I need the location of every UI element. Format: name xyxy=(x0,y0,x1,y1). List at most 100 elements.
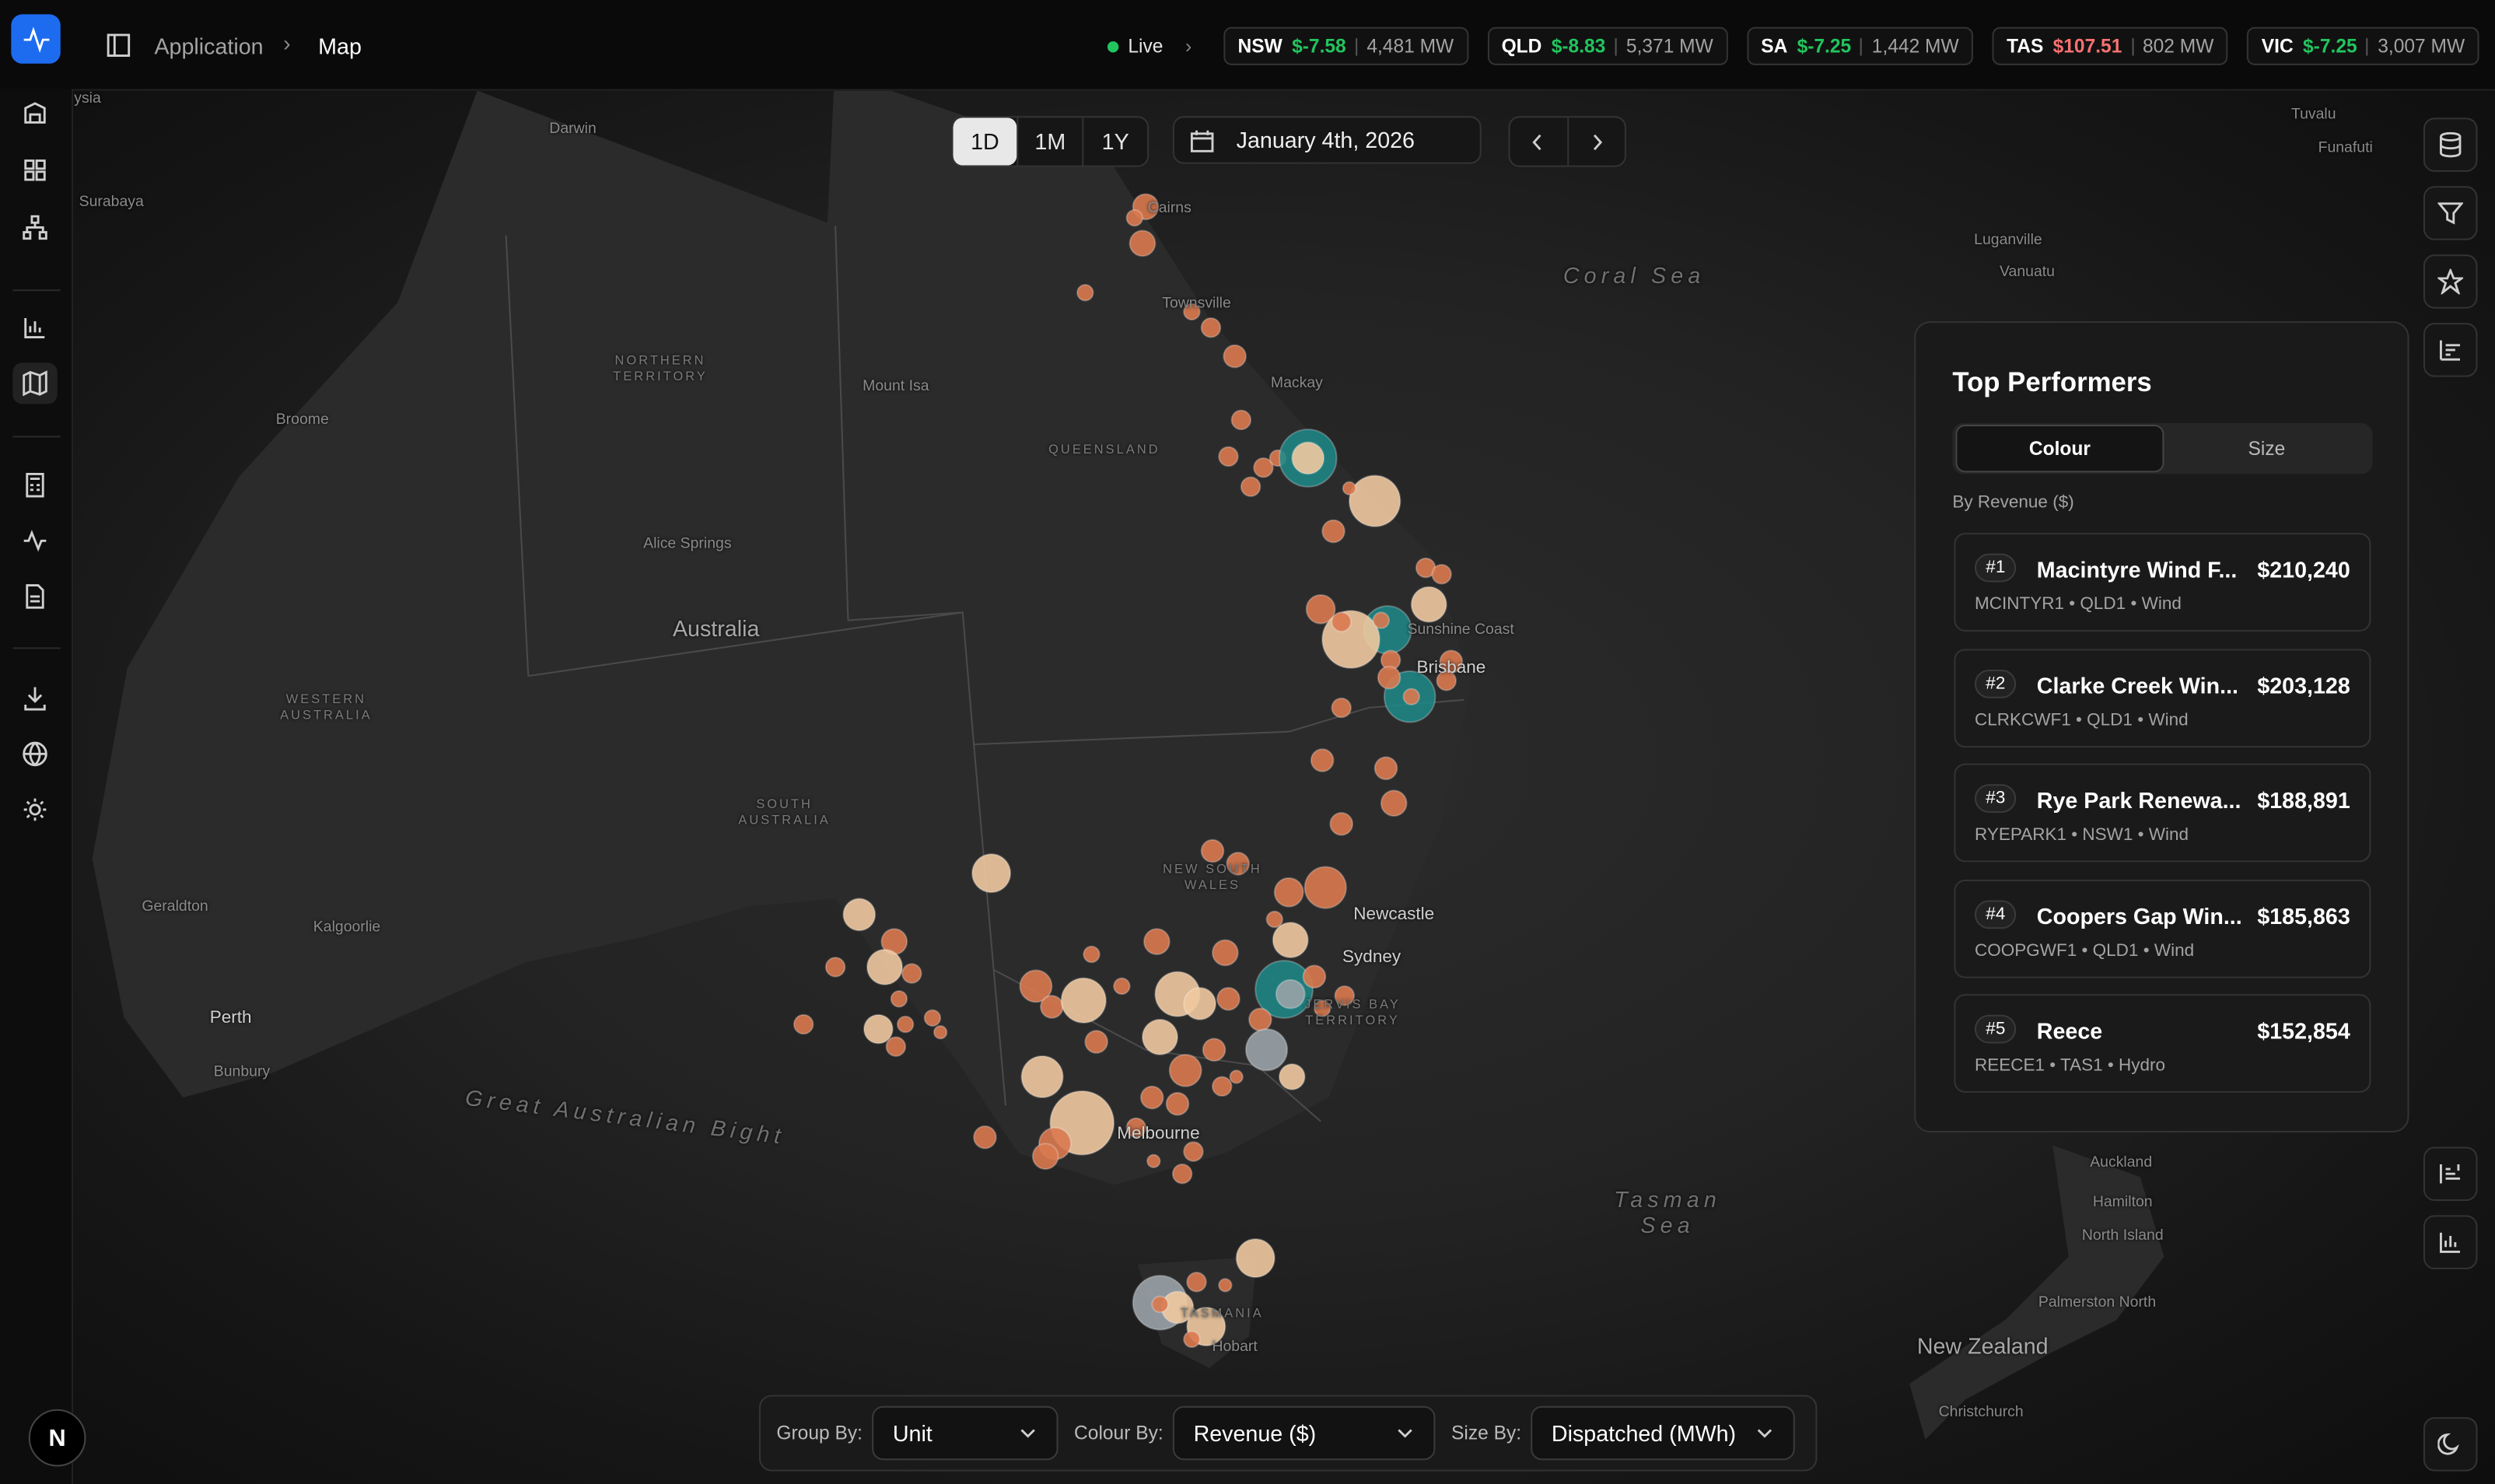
plant-bubble[interactable] xyxy=(933,1025,948,1040)
plant-bubble[interactable] xyxy=(1431,563,1452,585)
sidebar-button[interactable] xyxy=(12,149,57,191)
plant-bubble[interactable] xyxy=(1125,1117,1147,1139)
plant-bubble[interactable] xyxy=(1226,852,1251,876)
plant-bubble[interactable] xyxy=(1229,1069,1244,1084)
panel-tab[interactable]: Size xyxy=(2248,437,2286,460)
plant-bubble[interactable] xyxy=(971,853,1012,894)
live-indicator[interactable]: Live › xyxy=(1107,35,1192,58)
plant-bubble[interactable] xyxy=(1202,1038,1227,1062)
plant-bubble[interactable] xyxy=(1031,1143,1059,1171)
plant-bubble[interactable] xyxy=(1291,441,1325,475)
plant-bubble[interactable] xyxy=(1305,593,1336,625)
plant-bubble[interactable] xyxy=(1183,1141,1204,1162)
plant-bubble[interactable] xyxy=(973,1125,997,1150)
plant-bubble[interactable] xyxy=(1223,344,1247,369)
plant-bubble[interactable] xyxy=(1040,995,1064,1019)
plant-bubble[interactable] xyxy=(1334,985,1356,1006)
plant-bubble[interactable] xyxy=(1060,977,1107,1024)
sidebar-button[interactable] xyxy=(12,789,57,830)
plant-bubble[interactable] xyxy=(1183,986,1217,1020)
tool-button[interactable] xyxy=(2423,1417,2478,1472)
plant-bubble[interactable] xyxy=(1230,409,1252,431)
select[interactable]: Revenue ($) xyxy=(1172,1405,1436,1461)
nav-button[interactable] xyxy=(1566,117,1625,166)
region-pill[interactable]: TAS $107.51 802 MW xyxy=(1992,26,2228,65)
plant-bubble[interactable] xyxy=(1139,1085,1164,1110)
range-button[interactable]: 1M xyxy=(1017,117,1082,166)
plant-bubble[interactable] xyxy=(885,1036,907,1057)
plant-bubble[interactable] xyxy=(863,1013,894,1045)
plant-bubble[interactable] xyxy=(824,957,846,978)
performer-card[interactable]: #3 Rye Park Renewa... $188,891 RYEPARK1 • N… xyxy=(1954,763,2371,863)
plant-bubble[interactable] xyxy=(1168,1053,1202,1087)
plant-bubble[interactable] xyxy=(1146,1153,1161,1169)
plant-bubble[interactable] xyxy=(1165,1091,1190,1116)
plant-bubble[interactable] xyxy=(1377,665,1401,690)
select[interactable]: Unit xyxy=(872,1405,1059,1461)
plant-bubble[interactable] xyxy=(1321,519,1345,544)
plant-bubble[interactable] xyxy=(1200,838,1225,863)
tool-button[interactable] xyxy=(2423,117,2478,172)
avatar[interactable]: N xyxy=(28,1409,86,1467)
performer-card[interactable]: #2 Clarke Creek Win... $203,128 CLRKCWF1 • … xyxy=(1954,648,2371,747)
tool-button[interactable] xyxy=(2423,186,2478,240)
plant-bubble[interactable] xyxy=(1218,1278,1233,1293)
app-logo[interactable] xyxy=(11,14,61,64)
plant-bubble[interactable] xyxy=(1436,670,1457,691)
plant-bubble[interactable] xyxy=(842,898,877,932)
tool-button[interactable] xyxy=(2423,323,2478,377)
plant-bubble[interactable] xyxy=(1331,697,1352,719)
plant-bubble[interactable] xyxy=(1342,481,1357,496)
plant-bubble[interactable] xyxy=(1373,756,1398,781)
plant-bubble[interactable] xyxy=(1200,317,1222,338)
plant-bubble[interactable] xyxy=(1402,688,1420,705)
sidebar-button[interactable] xyxy=(12,677,57,719)
tool-button[interactable] xyxy=(2423,254,2478,309)
plant-bubble[interactable] xyxy=(1244,1028,1289,1072)
performer-card[interactable]: #1 Macintyre Wind F... $210,240 MCINTYR1 • … xyxy=(1954,533,2371,632)
plant-bubble[interactable] xyxy=(1235,1238,1275,1279)
tool-button[interactable] xyxy=(2423,1215,2478,1269)
date-picker[interactable]: January 4th, 2026 xyxy=(1172,116,1482,164)
region-pill[interactable]: QLD $-8.83 5,371 MW xyxy=(1487,26,1728,65)
panel-tab[interactable]: Colour xyxy=(1955,425,2164,473)
sidebar-button[interactable] xyxy=(12,207,57,248)
sidebar-button[interactable] xyxy=(12,733,57,775)
sidebar-button[interactable] xyxy=(12,520,57,562)
plant-bubble[interactable] xyxy=(1302,964,1327,989)
plant-bubble[interactable] xyxy=(1186,1271,1207,1293)
breadcrumb-item[interactable]: Application xyxy=(154,33,264,59)
plant-bubble[interactable] xyxy=(793,1013,814,1035)
plant-bubble[interactable] xyxy=(1141,1018,1179,1055)
plant-bubble[interactable] xyxy=(1183,1330,1201,1349)
plant-bubble[interactable] xyxy=(1380,789,1408,817)
sidebar-button[interactable] xyxy=(12,464,57,506)
nav-button[interactable] xyxy=(1510,117,1567,165)
plant-bubble[interactable] xyxy=(1329,811,1354,836)
range-button[interactable]: 1Y xyxy=(1082,117,1147,166)
plant-bubble[interactable] xyxy=(1211,1076,1233,1097)
plant-bubble[interactable] xyxy=(1253,457,1274,478)
plant-bubble[interactable] xyxy=(1129,229,1157,257)
plant-bubble[interactable] xyxy=(1151,1295,1169,1314)
tool-button[interactable] xyxy=(2423,1146,2478,1201)
plant-bubble[interactable] xyxy=(1313,999,1331,1017)
plant-bubble[interactable] xyxy=(1171,1163,1193,1185)
plant-bubble[interactable] xyxy=(1019,969,1053,1003)
plant-bubble[interactable] xyxy=(1348,474,1401,527)
plant-bubble[interactable] xyxy=(1331,611,1352,632)
sidebar-button[interactable] xyxy=(12,576,57,617)
plant-bubble[interactable] xyxy=(1410,586,1447,623)
plant-bubble[interactable] xyxy=(1303,866,1347,909)
plant-bubble[interactable] xyxy=(1265,910,1284,929)
plant-bubble[interactable] xyxy=(1143,928,1171,956)
plant-bubble[interactable] xyxy=(1084,1030,1108,1054)
plant-bubble[interactable] xyxy=(1372,611,1391,629)
plant-bubble[interactable] xyxy=(1278,1063,1306,1090)
sidebar-button[interactable] xyxy=(12,362,58,404)
plant-bubble[interactable] xyxy=(896,1015,915,1034)
plant-bubble[interactable] xyxy=(1248,1007,1272,1032)
plant-bubble[interactable] xyxy=(1183,303,1201,321)
sidebar-toggle[interactable] xyxy=(107,33,131,58)
plant-bubble[interactable] xyxy=(901,963,922,984)
